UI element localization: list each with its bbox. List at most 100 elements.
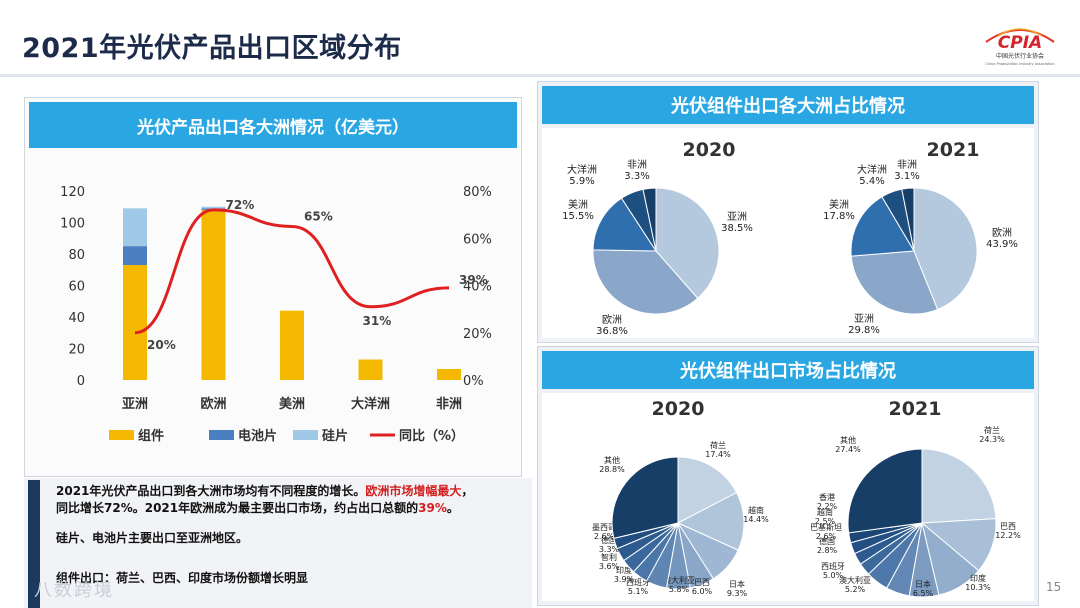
y-right-tick: 0% <box>463 374 484 389</box>
pie-slice-value: 38.5% <box>721 223 753 234</box>
pie-slice-value: 3.9% <box>614 575 635 584</box>
pie-slice-label: 美洲 <box>568 198 588 211</box>
yoy-label: 31% <box>363 314 392 328</box>
yoy-label: 20% <box>147 338 176 352</box>
pie-slice-label: 巴基斯坦 <box>810 522 842 532</box>
pie-slice-value: 14.4% <box>743 515 769 524</box>
legend-label: 硅片 <box>322 428 348 444</box>
pie-title: 2020 <box>683 139 736 161</box>
page-number: 15 <box>1046 580 1062 594</box>
pie-slice-value: 28.8% <box>599 465 625 474</box>
pie-slice-label: 印度 <box>970 573 986 583</box>
legend-swatch-硅片 <box>293 430 318 440</box>
legend-swatch-组件 <box>109 430 134 440</box>
pie-slice-欧洲 <box>913 187 978 311</box>
note-line-4: 组件出口：荷兰、巴西、印度市场份额增长明显 <box>56 571 309 585</box>
continent-share-pies: 2020亚洲38.5%欧洲36.8%美洲15.5%大洋洲5.9%非洲3.3%20… <box>562 139 1018 337</box>
pie-slice-越南 <box>676 491 745 551</box>
pie-slice-value: 2.6% <box>594 532 615 541</box>
y-right-tick: 20% <box>463 327 492 342</box>
market-share-header: 光伏组件出口市场占比情况 <box>542 351 1034 389</box>
pie-slice-value: 3.6% <box>599 562 620 571</box>
continent-share-panel: 光伏组件出口各大洲占比情况 2020 亚洲 38.5% 欧洲 36.8% 美洲 15.5% 大… <box>537 81 1039 343</box>
yoy-label: 65% <box>304 209 333 223</box>
logo-subtitle-en: China Photovoltaic Industry Association <box>985 62 1054 66</box>
pie-slice-value: 27.4% <box>835 445 861 454</box>
pie-title: 2021 <box>927 139 980 161</box>
pie-slice-欧洲 <box>592 249 699 315</box>
pie-slice-非洲 <box>901 187 915 252</box>
pie-slice-value: 17.4% <box>705 450 731 459</box>
pie-slice-value: 10.3% <box>965 583 991 592</box>
y-right-tick: 40% <box>463 280 492 295</box>
y-right-tick: 60% <box>463 232 492 247</box>
market-share-panel: 光伏组件出口市场占比情况 2020 荷兰 17.4% 越南 14.4% 日本 9.3% 巴西 6… <box>537 346 1039 606</box>
pie-slice-label: 亚洲 <box>727 211 747 223</box>
pie-slice-label: 印度 <box>616 565 632 575</box>
pie-slice-label: 荷兰 <box>984 425 1000 435</box>
pie-slice-value: 2.6% <box>816 532 837 541</box>
pie-slice-value: 6.5% <box>913 589 934 598</box>
pie-slice-label: 其他 <box>604 455 620 465</box>
pie-slice-label: 智利 <box>601 552 617 562</box>
continent-export-panel: 光伏产品出口各大洲情况（亿美元） 0 20 40 60 80 100 120 0% 20% 40%… <box>24 97 522 477</box>
pie-slice-value: 15.5% <box>562 211 594 222</box>
legend-swatch-电池片 <box>209 430 234 440</box>
y-left-tick: 120 <box>60 185 85 200</box>
continent-export-chart: 0 20 40 60 80 100 120 0% 20% 40% 60% 80% 亚洲 欧洲 美洲 大洋洲 非洲… <box>60 185 492 444</box>
pie-slice-label: 西班牙 <box>821 561 845 571</box>
note-line-1: 2021年光伏产品出口到各大洲市场均有不同程度的增长。欧洲市场增幅最大， <box>56 484 474 498</box>
pie-slice-value: 2.5% <box>815 517 836 526</box>
continent-share-header: 光伏组件出口各大洲占比情况 <box>542 86 1034 124</box>
pie-slice-label: 巴西 <box>694 578 710 587</box>
pie-slice-荷兰 <box>921 448 997 524</box>
logo-subtitle: 中国光伏行业协会 <box>996 52 1044 60</box>
category-label: 大洋洲 <box>351 396 390 412</box>
category-label: 欧洲 <box>200 396 226 412</box>
page-title: 2021年光伏产品出口区域分布 <box>22 33 402 64</box>
pie-slice-value: 12.2% <box>995 531 1021 540</box>
pie-slice-value: 5.0% <box>823 571 844 580</box>
pie-slice-label: 日本 <box>915 579 931 589</box>
pie-slice-label: 非洲 <box>897 159 917 171</box>
bar-电池片 <box>123 246 147 266</box>
pie-slice-label: 大洋洲 <box>857 163 887 176</box>
y-right-tick: 80% <box>463 185 492 200</box>
y-left-tick: 40 <box>68 311 85 326</box>
bar-组件 <box>358 359 383 380</box>
pie-slice-label: 越南 <box>817 507 833 517</box>
bar-组件 <box>280 310 304 380</box>
yoy-line <box>134 208 450 335</box>
pie-slice-value: 17.8% <box>823 211 855 222</box>
title-divider <box>0 74 1080 77</box>
pie-slice-label: 欧洲 <box>602 314 622 326</box>
pie-slice-label: 日本 <box>729 579 745 589</box>
y-left-tick: 100 <box>60 217 85 232</box>
continent-share-body: 2020 亚洲 38.5% 欧洲 36.8% 美洲 15.5% 大洋洲 5.9% 非洲 3.3% 20… <box>542 128 1034 338</box>
y-left-tick: 80 <box>68 248 85 263</box>
watermark: 八数跨境 <box>34 580 114 601</box>
cpia-logo: CPIA 中国光伏行业协会 China Photovoltaic Industr… <box>985 28 1055 66</box>
category-label: 美洲 <box>279 396 305 412</box>
pie-slice-value: 6.0% <box>692 587 713 596</box>
pie-slice-美洲 <box>592 197 657 252</box>
y-left-tick: 20 <box>68 343 85 358</box>
yoy-label: 72% <box>226 198 255 212</box>
legend-label: 组件 <box>138 428 164 444</box>
pie-slice-label: 德国 <box>819 536 835 546</box>
pie-slice-value: 5.2% <box>845 585 866 594</box>
pie-slice-value: 3.3% <box>599 545 620 554</box>
notes-accent-bar <box>28 480 40 608</box>
legend-label: 电池片 <box>238 428 277 444</box>
pie-slice-美洲 <box>850 196 915 257</box>
pie-slice-非洲 <box>642 187 657 252</box>
market-share-body: 2020 荷兰 17.4% 越南 14.4% 日本 9.3% 巴西 6.0% 澳大利亚 5.8% 西班… <box>542 393 1034 601</box>
pie-slice-value: 5.4% <box>859 176 884 187</box>
pie-slice-label: 巴西 <box>1000 522 1016 531</box>
pie-slice-荷兰 <box>677 456 738 524</box>
category-label: 亚洲 <box>122 397 148 412</box>
note-line-3: 硅片、电池片主要出口至亚洲地区。 <box>56 531 249 545</box>
note-line-2: 同比增长72%。2021年欧洲成为最主要出口市场，约占出口总额的39%。 <box>56 501 459 515</box>
pie-slice-label: 欧洲 <box>992 227 1012 239</box>
pie-title: 2021 <box>889 398 942 420</box>
